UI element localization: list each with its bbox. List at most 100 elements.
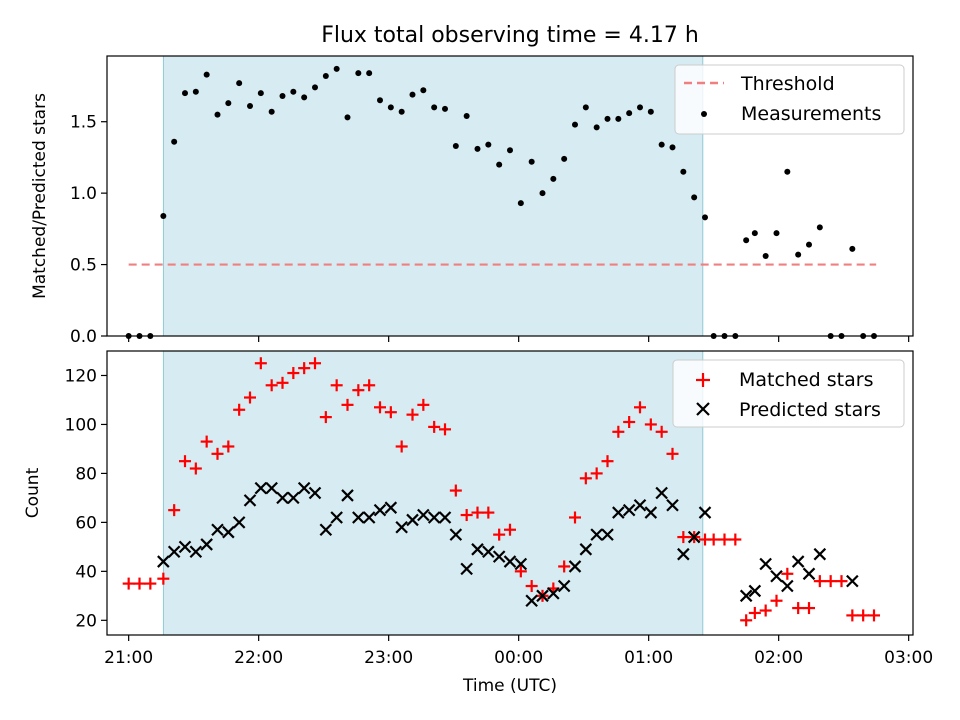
matched-star-point [179,455,191,468]
measurement-point [322,73,329,79]
matched-star-point [254,357,267,370]
predicted-star-point [460,562,473,576]
measurement-point [647,108,654,115]
matched-star-point [395,440,408,453]
y-tick-label: 0.5 [70,256,97,276]
measurement-point [795,251,802,258]
measurement-point [301,94,308,101]
legend-predicted-swatch [696,402,710,416]
matched-star-point [857,609,870,622]
measurement-point [225,100,232,107]
matched-star-point [677,531,690,544]
legend-measurements-swatch [701,111,707,117]
measurement-point [366,70,373,77]
y-tick-label: 0.0 [70,327,97,347]
measurement-point [377,97,383,104]
predicted-star-point [846,574,859,588]
predicted-star-point [265,481,278,495]
predicted-star-point [362,511,376,524]
measurement-point [496,161,503,168]
top-legend: Threshold Measurements [674,64,905,135]
predicted-star-point [739,589,753,603]
matched-star-point [707,533,720,546]
matched-star-point [122,577,135,590]
measurement-point [784,168,791,175]
predicted-star-point [492,550,506,563]
predicted-star-point [417,508,430,522]
measurement-point [582,104,589,111]
measurement-point [806,241,812,248]
matched-star-point [417,398,430,411]
x-tick-label: 01:00 [624,648,673,668]
matched-star-point [634,401,646,414]
predicted-star-point [232,516,246,529]
measurement-point [550,175,557,182]
matched-star-point [222,440,235,453]
y-tick-label: 40 [75,562,97,582]
measurement-point [485,141,492,148]
predicted-star-point [601,528,614,541]
matched-star-point [133,577,146,590]
matched-star-point [144,577,157,590]
predicted-star-point [406,513,419,527]
matched-star-point [718,533,731,546]
matched-star-point [460,509,473,522]
matched-star-point [792,602,805,615]
measurement-point [604,115,611,122]
bottom-y-axis-label: Count [23,467,43,518]
measurement-point [773,230,780,237]
matched-star-point [803,602,815,615]
measurement-point [344,114,351,121]
predicted-star-point [622,503,636,517]
matched-star-point [868,609,880,622]
matched-star-point [200,435,213,448]
matched-star-point [189,462,202,475]
y-tick-label: 60 [75,513,97,533]
matched-star-point [265,379,278,392]
measurement-point [247,103,253,109]
predicted-star-point [813,547,827,561]
measurement-point [452,143,459,149]
predicted-star-point [557,579,571,593]
measurement-point [409,91,416,98]
predicted-star-point [568,560,582,573]
predicted-star-point [503,555,517,568]
predicted-star-point [254,481,268,495]
predicted-star-point [482,545,495,559]
matched-star-point [729,533,742,546]
top-observing-window [162,55,704,337]
matched-star-point [384,406,397,419]
legend-matched-swatch [696,373,710,387]
measurement-point [762,253,769,259]
matched-star-point [623,416,636,428]
predicted-star-point [687,530,701,544]
matched-star-point [449,484,462,497]
matched-star-point [666,447,679,460]
measurement-point [658,141,665,148]
measurement-point [398,108,405,115]
matched-star-point [482,506,495,519]
matched-star-point [493,528,506,541]
matched-star-point [748,606,761,619]
matched-star-point [287,367,300,380]
measurement-point [192,88,199,95]
measurement-point [431,104,438,111]
matched-star-point [309,357,321,370]
predicted-star-point [427,511,441,524]
x-tick-label: 03:00 [884,648,933,668]
bottom-panel: 20 40 60 80 100 120 21:00 22:00 23:00 00:00 01:00… [23,350,933,696]
matched-star-point [655,425,668,438]
predicted-star-point [781,579,794,593]
legend-predicted-label: Predicted stars [739,399,881,421]
matched-star-point [363,379,376,392]
y-tick-label: 1.5 [70,113,97,133]
predicted-star-point [319,523,333,537]
matched-star-point [341,398,354,411]
matched-star-point [525,580,538,593]
measurement-point [743,237,750,244]
x-tick-label: 02:00 [754,648,803,668]
measurement-point [160,213,167,219]
measurement-point [333,65,340,72]
matched-star-point [276,376,289,389]
predicted-star-point [308,486,322,500]
